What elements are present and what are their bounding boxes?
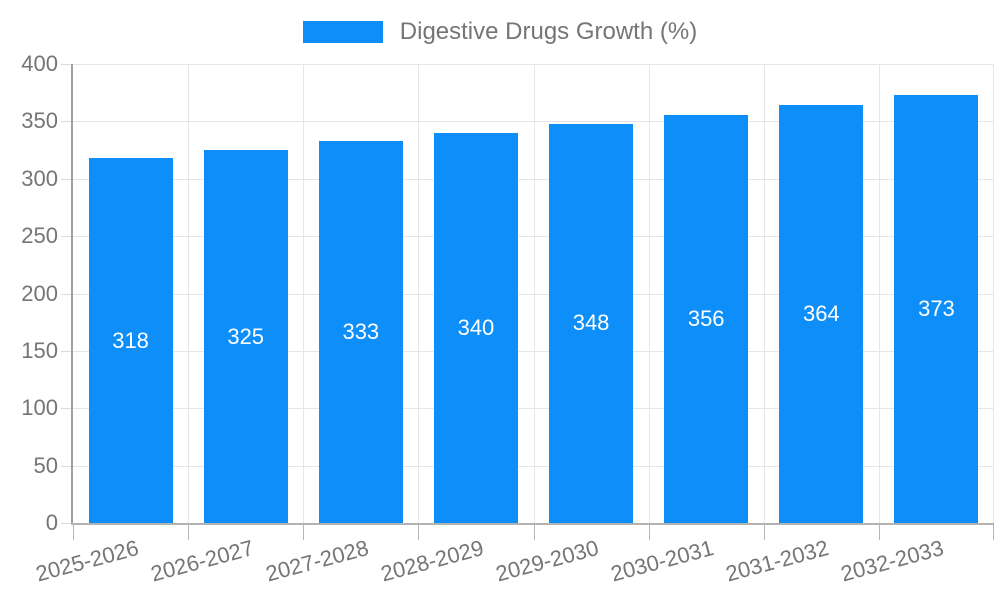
bar[interactable]: 340 — [433, 132, 518, 523]
gridline-vertical — [303, 64, 305, 523]
y-axis-label: 0 — [45, 510, 58, 535]
bar-value-label: 364 — [802, 301, 840, 327]
bar-value-label: 373 — [918, 295, 955, 321]
gridline-vertical — [648, 64, 650, 523]
bar[interactable]: 373 — [894, 94, 979, 523]
y-axis-label: 250 — [21, 223, 58, 249]
bar-value-label: 340 — [457, 314, 495, 340]
bar-value-label: 333 — [342, 318, 380, 344]
gridline-vertical — [533, 64, 535, 523]
bar-value-label: 356 — [687, 305, 725, 331]
y-axis-tick — [61, 121, 71, 123]
y-axis-label: 50 — [33, 452, 58, 478]
bar[interactable]: 356 — [664, 114, 749, 523]
x-axis-tick — [533, 523, 535, 540]
x-axis-line — [71, 523, 994, 525]
plot-area: 318 325 333 340 348 356 364 373 — [61, 64, 994, 540]
y-axis-tick — [61, 465, 71, 467]
y-axis-label: 400 — [21, 51, 58, 76]
y-axis-tick — [61, 178, 71, 180]
x-axis-tick — [763, 523, 765, 540]
x-axis-tick — [303, 523, 305, 540]
bar[interactable]: 318 — [88, 158, 173, 523]
y-axis-tick — [61, 523, 71, 524]
y-axis-tick — [61, 64, 71, 65]
y-axis-line — [71, 64, 73, 523]
y-axis-tick — [61, 236, 71, 238]
bar-value-label: 318 — [112, 327, 149, 353]
y-axis-tick — [61, 293, 71, 295]
y-axis-label: 350 — [21, 108, 58, 134]
bar-value-label: 325 — [227, 323, 265, 349]
bar[interactable]: 325 — [203, 150, 288, 523]
y-axis-label: 100 — [21, 395, 58, 421]
x-axis-tick — [188, 523, 190, 540]
x-axis-tick — [73, 523, 74, 540]
x-axis-tick — [878, 523, 880, 540]
gridline-vertical — [993, 64, 994, 523]
x-axis-tick — [648, 523, 650, 540]
y-axis-label: 200 — [21, 280, 58, 306]
legend[interactable]: Digestive Drugs Growth (%) — [0, 18, 1000, 46]
gridline-vertical — [878, 64, 880, 523]
y-axis-label: 300 — [21, 165, 58, 191]
gridline-vertical — [418, 64, 420, 523]
gridline-vertical — [763, 64, 765, 523]
bar[interactable]: 348 — [549, 123, 634, 523]
y-axis-label: 150 — [21, 337, 58, 363]
x-axis-tick — [993, 523, 994, 540]
legend-swatch — [302, 21, 383, 43]
bar-value-label: 348 — [572, 310, 610, 336]
bar[interactable]: 364 — [779, 105, 864, 523]
bar[interactable]: 333 — [318, 140, 403, 523]
x-axis-tick — [418, 523, 420, 540]
y-axis-tick — [61, 408, 71, 410]
gridline-vertical — [188, 64, 190, 523]
legend-label: Digestive Drugs Growth (%) — [399, 18, 698, 45]
y-axis-tick — [61, 350, 71, 352]
